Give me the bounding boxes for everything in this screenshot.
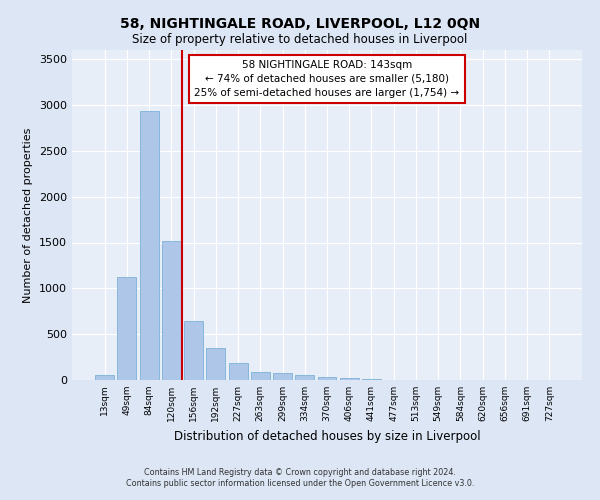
Bar xyxy=(317,377,337,380)
Bar xyxy=(140,112,158,380)
Bar xyxy=(362,379,381,380)
Bar xyxy=(206,348,225,380)
Text: Contains HM Land Registry data © Crown copyright and database right 2024.
Contai: Contains HM Land Registry data © Crown c… xyxy=(126,468,474,487)
Bar xyxy=(340,378,359,380)
Text: Size of property relative to detached houses in Liverpool: Size of property relative to detached ho… xyxy=(133,32,467,46)
Bar xyxy=(118,278,136,380)
Bar xyxy=(184,322,203,380)
Text: 58, NIGHTINGALE ROAD, LIVERPOOL, L12 0QN: 58, NIGHTINGALE ROAD, LIVERPOOL, L12 0QN xyxy=(120,18,480,32)
Bar xyxy=(273,373,292,380)
Bar xyxy=(95,376,114,380)
Y-axis label: Number of detached properties: Number of detached properties xyxy=(23,128,34,302)
Bar xyxy=(229,362,248,380)
Text: 58 NIGHTINGALE ROAD: 143sqm
← 74% of detached houses are smaller (5,180)
25% of : 58 NIGHTINGALE ROAD: 143sqm ← 74% of det… xyxy=(194,60,460,98)
Bar xyxy=(162,240,181,380)
X-axis label: Distribution of detached houses by size in Liverpool: Distribution of detached houses by size … xyxy=(173,430,481,442)
Bar xyxy=(295,376,314,380)
Bar xyxy=(251,372,270,380)
